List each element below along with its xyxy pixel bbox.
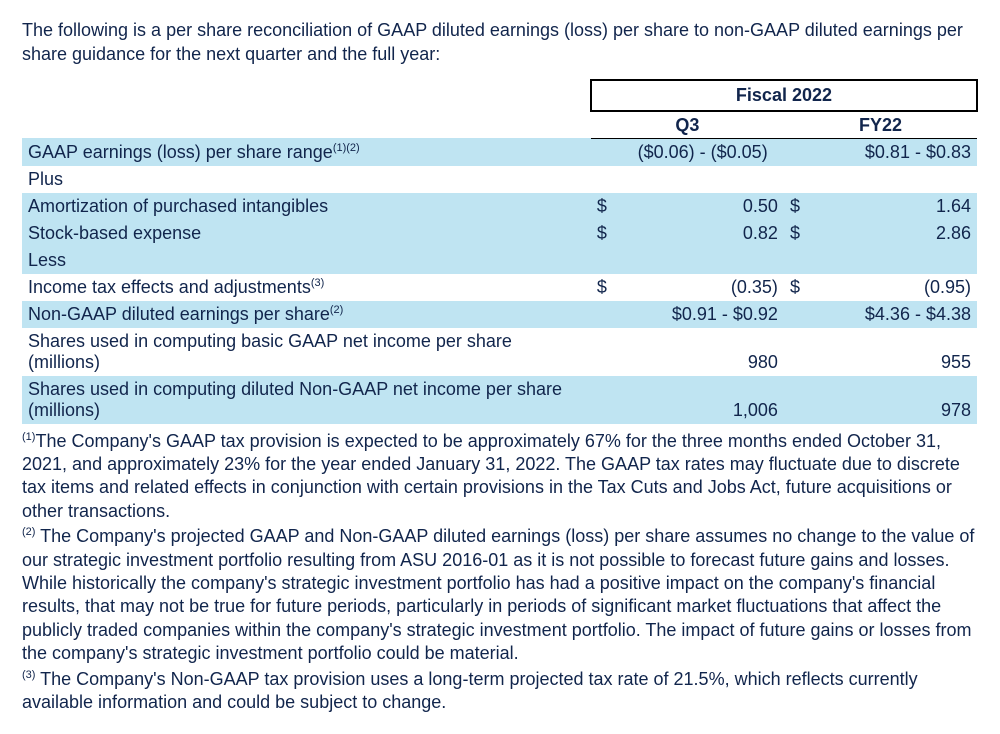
intro-paragraph: The following is a per share reconciliat…: [22, 18, 978, 67]
tax-effects-q3: (0.35): [621, 274, 784, 301]
diluted-shares-label: Shares used in computing diluted Non-GAA…: [22, 376, 591, 424]
stock-expense-label: Stock-based expense: [22, 220, 591, 247]
fiscal-header-row: Fiscal 2022: [22, 80, 977, 111]
row-amortization: Amortization of purchased intangibles $ …: [22, 193, 977, 220]
basic-shares-label: Shares used in computing basic GAAP net …: [22, 328, 591, 376]
tax-effects-fy22-sym: $: [784, 274, 814, 301]
amortization-label: Amortization of purchased intangibles: [22, 193, 591, 220]
footnote-2-sup: (2): [22, 526, 35, 538]
tax-effects-fy22: (0.95): [814, 274, 977, 301]
fiscal-header: Fiscal 2022: [591, 80, 977, 111]
footnotes: (1)The Company's GAAP tax provision is e…: [22, 430, 978, 715]
nongaap-eps-sup: (2): [330, 304, 343, 316]
footnote-3-sup: (3): [22, 669, 35, 681]
row-tax-effects: Income tax effects and adjustments(3) $ …: [22, 274, 977, 301]
row-less: Less: [22, 247, 977, 274]
nongaap-eps-q3: $0.91 - $0.92: [621, 301, 784, 328]
tax-effects-sup: (3): [311, 277, 324, 289]
stock-expense-q3: 0.82: [621, 220, 784, 247]
basic-shares-q3: 980: [621, 328, 784, 376]
stock-expense-q3-sym: $: [591, 220, 621, 247]
gaap-eps-fy22: $0.81 - $0.83: [814, 138, 977, 166]
diluted-shares-q3: 1,006: [621, 376, 784, 424]
stock-expense-fy22-sym: $: [784, 220, 814, 247]
nongaap-eps-fy22: $4.36 - $4.38: [814, 301, 977, 328]
nongaap-eps-label: Non-GAAP diluted earnings per share: [28, 304, 330, 324]
row-basic-shares: Shares used in computing basic GAAP net …: [22, 328, 977, 376]
stock-expense-fy22: 2.86: [814, 220, 977, 247]
row-plus: Plus: [22, 166, 977, 193]
row-gaap-eps-range: GAAP earnings (loss) per share range(1)(…: [22, 138, 977, 166]
footnote-3: The Company's Non-GAAP tax provision use…: [22, 669, 918, 712]
row-stock-expense: Stock-based expense $ 0.82 $ 2.86: [22, 220, 977, 247]
amortization-fy22: 1.64: [814, 193, 977, 220]
amortization-q3-sym: $: [591, 193, 621, 220]
column-fy22: FY22: [784, 111, 977, 139]
gaap-eps-q3: ($0.06) - ($0.05): [621, 138, 784, 166]
amortization-fy22-sym: $: [784, 193, 814, 220]
column-header-row: Q3 FY22: [22, 111, 977, 139]
amortization-q3: 0.50: [621, 193, 784, 220]
row-diluted-shares: Shares used in computing diluted Non-GAA…: [22, 376, 977, 424]
gaap-eps-label: GAAP earnings (loss) per share range: [28, 142, 333, 162]
basic-shares-fy22: 955: [814, 328, 977, 376]
reconciliation-table: Fiscal 2022 Q3 FY22 GAAP earnings (loss)…: [22, 79, 978, 424]
column-q3: Q3: [591, 111, 784, 139]
footnote-1-sup: (1): [22, 431, 35, 443]
gaap-eps-sup: (1)(2): [333, 142, 360, 154]
diluted-shares-fy22: 978: [814, 376, 977, 424]
footnote-2: The Company's projected GAAP and Non-GAA…: [22, 526, 974, 663]
tax-effects-q3-sym: $: [591, 274, 621, 301]
tax-effects-label: Income tax effects and adjustments: [28, 277, 311, 297]
plus-label: Plus: [22, 166, 591, 193]
footnote-1: The Company's GAAP tax provision is expe…: [22, 431, 960, 521]
less-label: Less: [22, 247, 591, 274]
row-nongaap-eps: Non-GAAP diluted earnings per share(2) $…: [22, 301, 977, 328]
